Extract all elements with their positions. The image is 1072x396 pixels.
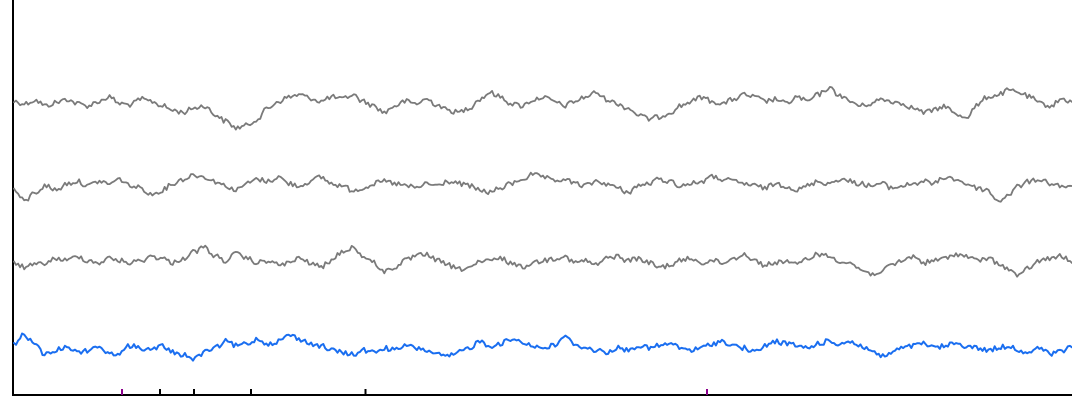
trace-group: [13, 86, 1072, 362]
trace-line-3: [13, 244, 1072, 278]
trace-line-4: [13, 332, 1072, 362]
tick-group: [120, 389, 708, 395]
trace-line-1: [13, 86, 1072, 131]
trace-line-2: [13, 171, 1072, 203]
